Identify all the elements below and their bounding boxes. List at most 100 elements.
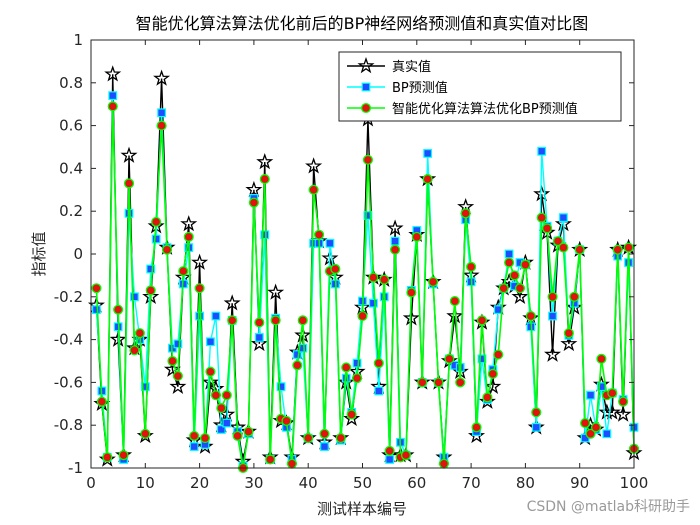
data-point xyxy=(373,358,384,369)
data-point xyxy=(325,238,335,248)
data-point xyxy=(205,366,216,377)
data-point xyxy=(167,355,178,367)
data-point xyxy=(221,390,232,401)
data-point xyxy=(433,377,444,388)
data-point xyxy=(195,311,205,321)
data-point xyxy=(548,311,557,321)
data-point xyxy=(612,244,623,255)
data-point xyxy=(191,253,209,270)
y-tick-label: -0.2 xyxy=(54,288,83,306)
data-point xyxy=(552,236,564,247)
x-tick-label: 100 xyxy=(620,474,649,492)
data-point xyxy=(123,178,135,189)
x-tick-label: 10 xyxy=(136,474,155,492)
data-point xyxy=(478,392,496,409)
y-tick-label: 0.8 xyxy=(59,74,83,92)
y-tick-label: 0.6 xyxy=(59,117,83,135)
data-point xyxy=(531,422,541,432)
data-point xyxy=(140,428,151,439)
data-point xyxy=(536,212,547,223)
data-point xyxy=(145,285,156,296)
data-point xyxy=(585,428,596,439)
data-point xyxy=(603,403,621,420)
data-point xyxy=(379,274,390,285)
data-point xyxy=(232,430,243,441)
data-point xyxy=(471,422,482,433)
data-point xyxy=(504,257,515,268)
legend-label: BP预测值 xyxy=(392,80,448,96)
data-point xyxy=(140,382,150,392)
data-point xyxy=(222,418,232,428)
data-point xyxy=(362,154,373,165)
data-point xyxy=(151,234,161,244)
data-point xyxy=(565,298,583,315)
x-tick-label: 20 xyxy=(190,474,209,492)
data-point xyxy=(525,311,536,322)
data-point xyxy=(560,334,578,352)
data-point xyxy=(267,283,285,300)
data-point xyxy=(320,442,329,451)
y-axis: -1 -0.8 -0.6 -0.4 -0.2 0 0.2 0.4 0.6 0.8 1 xyxy=(54,31,634,477)
data-point xyxy=(276,382,286,392)
series-layer xyxy=(87,65,643,474)
data-point xyxy=(390,244,401,255)
data-point xyxy=(113,304,124,315)
data-point xyxy=(352,358,362,368)
data-point xyxy=(504,249,514,259)
data-point xyxy=(194,283,205,294)
data-point xyxy=(134,328,145,339)
data-point xyxy=(104,65,122,82)
x-axis-label: 测试样本编号 xyxy=(317,500,407,518)
data-point xyxy=(607,388,618,399)
data-point xyxy=(402,309,420,326)
data-point xyxy=(466,261,477,272)
data-point xyxy=(598,403,616,420)
legend-label: 真实值 xyxy=(392,59,431,75)
data-point xyxy=(614,405,632,422)
data-point xyxy=(216,425,226,434)
data-point xyxy=(153,69,171,86)
data-point xyxy=(189,430,200,441)
data-point xyxy=(223,294,241,311)
data-point xyxy=(314,229,325,240)
data-point xyxy=(129,345,140,356)
data-point xyxy=(618,396,629,407)
y-tick-label: -1 xyxy=(68,459,83,477)
data-point xyxy=(130,292,139,302)
legend-box xyxy=(338,51,622,122)
y-tick-label: 0.4 xyxy=(59,159,83,177)
legend-item: 真实值 xyxy=(347,57,431,75)
data-point xyxy=(196,437,214,454)
data-point xyxy=(172,370,183,382)
x-tick-label: 50 xyxy=(353,474,372,492)
series-line xyxy=(95,106,635,469)
series-2 xyxy=(91,101,640,474)
data-point xyxy=(487,368,498,379)
data-point xyxy=(118,450,129,461)
x-tick-label: 60 xyxy=(407,474,426,492)
data-point xyxy=(256,153,274,170)
data-point xyxy=(161,244,173,255)
data-point xyxy=(151,216,162,227)
y-tick-label: -0.4 xyxy=(54,331,83,349)
data-point xyxy=(183,231,194,242)
data-point xyxy=(428,276,439,287)
data-point xyxy=(438,458,450,469)
data-point xyxy=(586,390,595,400)
legend-item: 智能优化算法算法优化BP预测值 xyxy=(347,101,578,117)
data-point xyxy=(297,315,308,326)
chart-title: 智能优化算法算法优化前后的BP神经网络预测值和真实值对比图 xyxy=(136,14,589,33)
data-point xyxy=(189,442,199,451)
data-point xyxy=(201,373,220,390)
data-point xyxy=(292,360,303,371)
data-point xyxy=(590,422,602,433)
data-point xyxy=(574,244,585,255)
data-point xyxy=(357,311,368,322)
data-point xyxy=(227,315,238,326)
data-point xyxy=(533,185,551,202)
data-point xyxy=(96,396,107,407)
data-point xyxy=(542,223,553,234)
data-point xyxy=(210,390,221,401)
